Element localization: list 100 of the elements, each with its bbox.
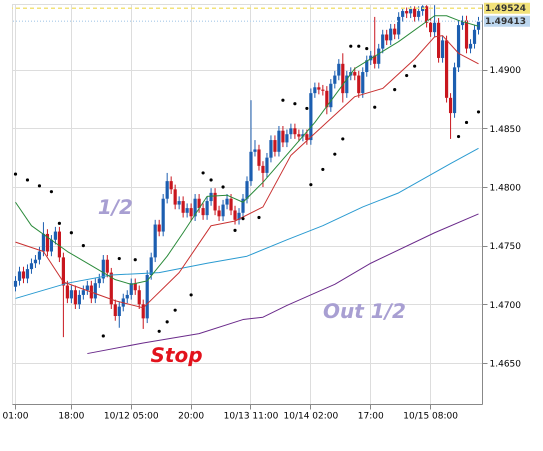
candlestick	[217, 205, 221, 222]
point	[309, 183, 312, 186]
candlestick	[233, 205, 237, 226]
point	[241, 217, 245, 220]
x-tick-label: 17:00	[358, 412, 384, 422]
x-tick-label: 10/12 05:00	[104, 412, 159, 422]
candlestick	[245, 176, 249, 204]
point	[166, 320, 169, 324]
point	[202, 171, 205, 174]
x-tick-label: 20:00	[178, 412, 204, 422]
candlestick	[345, 70, 348, 98]
candlestick	[158, 219, 161, 237]
candlestick	[413, 6, 416, 22]
candlestick	[433, 4, 436, 38]
point	[373, 106, 376, 109]
candlestick	[317, 82, 320, 95]
candlestick	[273, 134, 277, 157]
point	[190, 293, 193, 296]
point	[357, 44, 360, 48]
candlestick	[182, 196, 185, 218]
candlestick	[186, 202, 189, 218]
candlestick	[476, 16, 480, 35]
y-tick-label: 1.4650	[490, 359, 522, 370]
candlestick	[393, 23, 396, 40]
point	[476, 110, 480, 114]
candlestick	[190, 202, 193, 222]
candlestick	[174, 184, 177, 210]
candlestick	[329, 78, 332, 112]
point	[134, 258, 137, 262]
point	[82, 244, 85, 248]
point	[174, 308, 177, 312]
point	[50, 190, 53, 194]
point	[209, 178, 213, 182]
point	[305, 106, 308, 110]
candlestick	[429, 18, 432, 38]
candlestick	[38, 246, 42, 265]
x-tick-label: 10/14 02:00	[283, 412, 339, 422]
candlestick	[18, 266, 22, 286]
candlestick	[440, 35, 444, 64]
candlestick	[90, 280, 93, 304]
point	[365, 46, 368, 50]
point	[293, 102, 296, 106]
point	[405, 74, 408, 78]
candlestick	[205, 196, 209, 220]
candlestick	[405, 7, 408, 19]
candlestick	[281, 125, 285, 148]
x-tick-label: 10/13 11:00	[224, 412, 279, 422]
point	[349, 44, 352, 48]
candlestick	[34, 254, 38, 268]
candlestick	[285, 129, 289, 148]
point	[413, 64, 416, 68]
candlestick	[385, 29, 388, 46]
candlestick	[66, 280, 69, 304]
ref-line-label: 1.49524	[485, 4, 526, 14]
point	[38, 184, 42, 188]
candlestick	[30, 258, 34, 274]
line-series	[14, 148, 480, 299]
candlestick	[261, 160, 265, 188]
candlestick	[118, 301, 121, 328]
y-tick-label: 1.4750	[490, 242, 522, 252]
candlestick	[102, 254, 105, 284]
candlestick	[472, 24, 476, 50]
annotation: Stop	[150, 343, 203, 367]
candlestick	[221, 199, 225, 222]
candlestick	[178, 196, 181, 210]
point	[102, 334, 105, 338]
point	[70, 231, 73, 234]
candlestick	[86, 280, 89, 296]
candlestick	[417, 6, 420, 22]
candlestick	[297, 129, 300, 142]
candlestick	[257, 144, 261, 172]
annotation: 1/2	[98, 195, 133, 219]
point	[221, 185, 225, 189]
y-tick-label: 1.4900	[490, 66, 522, 76]
candlestick	[26, 264, 30, 284]
candlestick	[22, 266, 26, 284]
candlestick	[70, 285, 73, 304]
point	[464, 120, 468, 124]
candlestick	[357, 70, 360, 98]
point	[333, 152, 336, 156]
candlestick	[225, 194, 229, 210]
y-tick-label: 1.4700	[490, 300, 522, 311]
candlestick	[269, 134, 273, 163]
candlestick	[265, 152, 269, 178]
ref-line-label: 1.49413	[485, 17, 526, 28]
candlestick	[54, 226, 58, 245]
y-tick-label: 1.4850	[490, 124, 522, 135]
candlestick	[397, 12, 400, 40]
candlestick	[325, 86, 328, 115]
x-tick-label: 01:00	[2, 412, 29, 422]
point	[118, 256, 121, 260]
candlestick	[74, 285, 77, 310]
candlestick	[78, 290, 81, 310]
point	[341, 137, 344, 140]
candlestick	[201, 202, 205, 220]
point	[257, 216, 261, 220]
point	[393, 88, 396, 92]
candlestick	[448, 92, 452, 140]
candlestick	[277, 125, 281, 157]
point	[58, 222, 61, 225]
